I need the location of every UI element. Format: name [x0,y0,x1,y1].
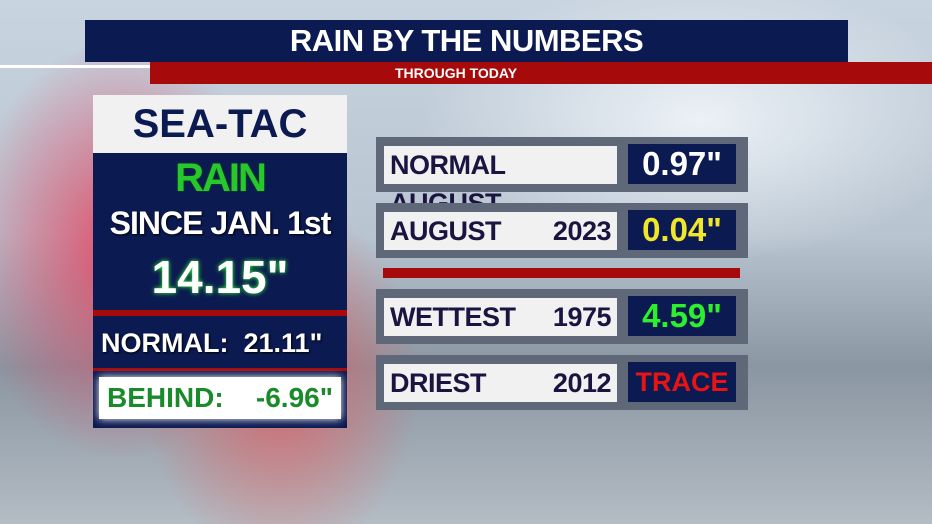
behind-row: BEHIND: -6.96" [99,377,341,419]
since-label: SINCE JAN. 1st [109,205,332,241]
stat-row-august-2023: AUGUST 2023 0.04" [376,203,748,258]
rain-label: RAIN [175,156,267,200]
divider [383,268,740,278]
stat-row-driest: DRIEST 2012 TRACE [376,355,748,410]
stat-label: AUGUST 2023 [384,212,617,250]
stat-label-text: AUGUST [390,216,502,246]
normal-row: NORMAL: 21.11" [93,328,347,359]
stat-value: 0.97" [628,144,736,184]
location-label: SEA-TAC [93,95,347,153]
stat-year: 2023 [552,216,612,246]
seatac-panel: SEA-TAC RAIN SINCE JAN. 1st 14.15" NORMA… [93,95,347,428]
stat-label: NORMAL AUGUST [384,146,617,218]
stat-label-text: WETTEST [390,302,516,332]
rain-total: 14.15" [151,251,289,303]
stat-value: 4.59" [628,296,736,336]
page-title: RAIN BY THE NUMBERS [85,20,848,62]
divider [93,310,347,316]
normal-value: 21.11" [243,328,323,358]
behind-value: -6.96" [255,382,333,413]
stat-label: DRIEST 2012 [384,364,617,402]
stat-value: TRACE [628,362,736,402]
normal-label: NORMAL: [101,328,229,358]
stat-row-normal-august: NORMAL AUGUST 0.97" [376,137,748,218]
stat-label: WETTEST 1975 [384,298,617,336]
behind-label: BEHIND: [107,382,224,413]
accent-line [0,65,150,68]
subtitle: THROUGH TODAY [150,62,932,84]
stat-label-text: DRIEST [390,368,487,398]
stat-year: 1975 [552,302,612,332]
stat-label-text: NORMAL AUGUST [390,150,506,218]
stat-year: 2012 [552,368,612,398]
stat-row-wettest: WETTEST 1975 4.59" [376,289,748,344]
divider [93,368,347,371]
stat-value: 0.04" [628,210,736,250]
